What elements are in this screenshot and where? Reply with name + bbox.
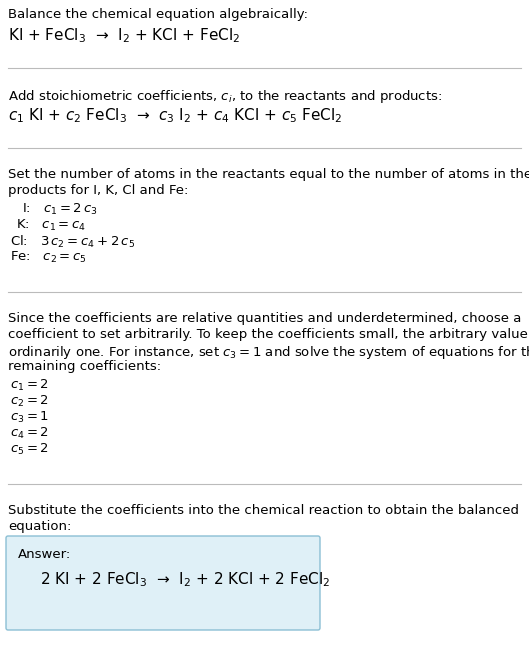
- Text: Substitute the coefficients into the chemical reaction to obtain the balanced: Substitute the coefficients into the che…: [8, 504, 519, 517]
- Text: Answer:: Answer:: [18, 548, 71, 561]
- Text: KI + FeCl$_3$  →  I$_2$ + KCl + FeCl$_2$: KI + FeCl$_3$ → I$_2$ + KCl + FeCl$_2$: [8, 26, 240, 45]
- Text: $c_3 = 1$: $c_3 = 1$: [10, 410, 49, 425]
- Text: coefficient to set arbitrarily. To keep the coefficients small, the arbitrary va: coefficient to set arbitrarily. To keep …: [8, 328, 529, 341]
- Text: $c_2 = 2$: $c_2 = 2$: [10, 394, 49, 409]
- Text: ordinarily one. For instance, set $c_3 = 1$ and solve the system of equations fo: ordinarily one. For instance, set $c_3 =…: [8, 344, 529, 361]
- Text: Balance the chemical equation algebraically:: Balance the chemical equation algebraica…: [8, 8, 308, 21]
- FancyBboxPatch shape: [6, 536, 320, 630]
- Text: equation:: equation:: [8, 520, 71, 533]
- Text: $c_5 = 2$: $c_5 = 2$: [10, 442, 49, 457]
- Text: K:   $c_1 = c_4$: K: $c_1 = c_4$: [16, 218, 86, 233]
- Text: Since the coefficients are relative quantities and underdetermined, choose a: Since the coefficients are relative quan…: [8, 312, 522, 325]
- Text: $c_4 = 2$: $c_4 = 2$: [10, 426, 49, 441]
- Text: Fe:   $c_2 = c_5$: Fe: $c_2 = c_5$: [10, 250, 87, 265]
- Text: remaining coefficients:: remaining coefficients:: [8, 360, 161, 373]
- Text: Set the number of atoms in the reactants equal to the number of atoms in the: Set the number of atoms in the reactants…: [8, 168, 529, 181]
- Text: $c_1 = 2$: $c_1 = 2$: [10, 378, 49, 393]
- Text: 2 KI + 2 FeCl$_3$  →  I$_2$ + 2 KCl + 2 FeCl$_2$: 2 KI + 2 FeCl$_3$ → I$_2$ + 2 KCl + 2 Fe…: [40, 570, 331, 589]
- Text: Add stoichiometric coefficients, $c_i$, to the reactants and products:: Add stoichiometric coefficients, $c_i$, …: [8, 88, 442, 105]
- Text: $c_1$ KI + $c_2$ FeCl$_3$  →  $c_3$ I$_2$ + $c_4$ KCl + $c_5$ FeCl$_2$: $c_1$ KI + $c_2$ FeCl$_3$ → $c_3$ I$_2$ …: [8, 106, 343, 125]
- Text: Cl:   $3\,c_2 = c_4 + 2\,c_5$: Cl: $3\,c_2 = c_4 + 2\,c_5$: [10, 234, 135, 250]
- Text: products for I, K, Cl and Fe:: products for I, K, Cl and Fe:: [8, 184, 188, 197]
- Text: I:   $c_1 = 2\,c_3$: I: $c_1 = 2\,c_3$: [22, 202, 98, 217]
